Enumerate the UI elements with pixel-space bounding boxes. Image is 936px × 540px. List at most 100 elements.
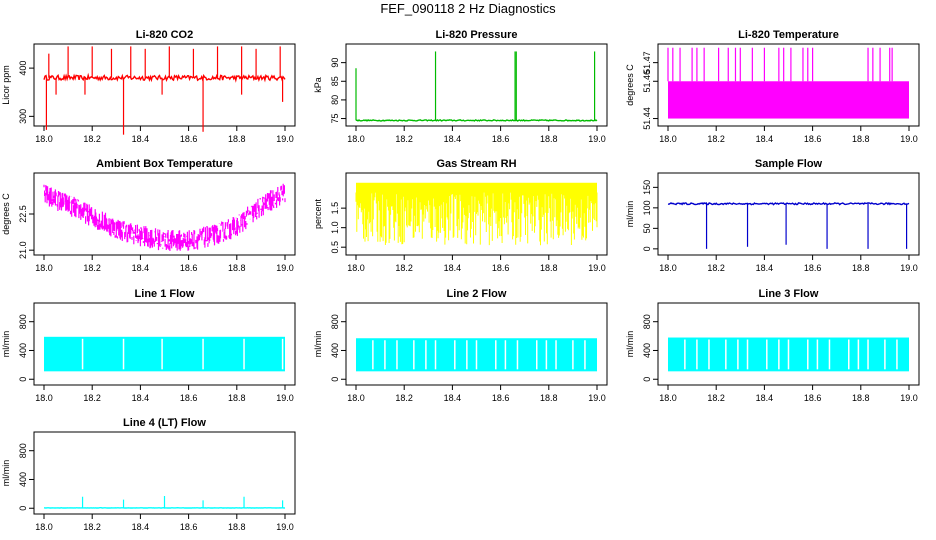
series-band [44, 336, 285, 372]
chart-panel-4: Ambient Box Temperature 18.0 18.2 18.4 18.6 1… [1, 158, 296, 273]
x-tick-label: 19.0 [900, 134, 918, 144]
x-tick-label: 18.4 [444, 263, 462, 273]
x-tick-label: 18.4 [132, 393, 150, 403]
x-tick-label: 18.8 [228, 134, 246, 144]
chart-panel-9: Line 3 Flow 18.0 18.2 18.4 18.6 18.8 19.0 0 400 8… [625, 288, 920, 403]
x-tick-label: 18.0 [347, 393, 365, 403]
x-tick-label: 18.4 [444, 393, 462, 403]
chart-title: Line 1 Flow [135, 288, 195, 300]
y-tick-label: 400 [18, 343, 28, 358]
x-tick-label: 18.2 [83, 134, 101, 144]
y-tick-label: 0.5 [330, 241, 340, 254]
x-tick-label: 19.0 [900, 263, 918, 273]
chart-title: Li-820 Temperature [738, 29, 839, 41]
x-tick-label: 19.0 [276, 522, 294, 532]
page-title: FEF_090118 2 Hz Diagnostics [380, 1, 556, 16]
x-tick-label: 18.0 [35, 134, 53, 144]
y-tick-label: 1.5 [330, 202, 340, 215]
y-tick-label: 400 [330, 343, 340, 358]
x-tick-label: 18.6 [492, 134, 510, 144]
y-tick-label: 0 [642, 377, 652, 382]
x-tick-label: 18.4 [444, 134, 462, 144]
x-tick-label: 18.4 [132, 522, 150, 532]
x-tick-label: 18.2 [83, 522, 101, 532]
y-tick-label: 800 [642, 314, 652, 329]
x-tick-label: 18.0 [347, 263, 365, 273]
x-tick-label: 18.0 [35, 522, 53, 532]
plot-frame [345, 172, 608, 256]
x-tick-label: 18.2 [707, 393, 725, 403]
x-tick-label: 18.6 [804, 393, 822, 403]
y-tick-label: 75 [330, 114, 340, 124]
plot-frame [657, 172, 920, 256]
chart-title: Line 3 Flow [759, 288, 819, 300]
y-tick-label: 800 [18, 314, 28, 329]
x-tick-label: 18.2 [83, 393, 101, 403]
y-tick-label: 1.0 [330, 221, 340, 234]
y-tick-label: 0 [642, 246, 652, 251]
y-tick-label: 400 [18, 472, 28, 487]
plot-frame [33, 43, 296, 127]
y-tick-label: 100 [642, 200, 652, 215]
x-tick-label: 18.6 [804, 263, 822, 273]
x-tick-label: 18.2 [83, 263, 101, 273]
x-tick-label: 18.8 [852, 393, 870, 403]
x-tick-label: 18.2 [395, 263, 413, 273]
x-tick-label: 18.8 [228, 393, 246, 403]
series-band [356, 182, 597, 193]
plot-frame [33, 431, 296, 515]
y-axis-label: ml/min [625, 201, 635, 228]
chart-title: Li-820 Pressure [436, 29, 518, 41]
x-tick-label: 18.0 [659, 393, 677, 403]
x-tick-label: 19.0 [588, 263, 606, 273]
chart-title: Line 4 (LT) Flow [123, 417, 206, 429]
x-tick-label: 18.8 [852, 263, 870, 273]
x-tick-label: 18.8 [540, 263, 558, 273]
y-axis-label: Licor ppm [1, 65, 11, 105]
chart-panel-5: Gas Stream RH 18.0 18.2 18.4 18.6 18.8 19.0 0.5… [313, 158, 608, 273]
chart-panel-1: Li-820 CO2 18.0 18.2 18.4 18.6 18.8 19.0 300 400… [1, 29, 296, 144]
x-tick-label: 18.6 [804, 134, 822, 144]
plot-frame [33, 302, 296, 386]
x-tick-label: 18.6 [492, 393, 510, 403]
y-tick-label: 0 [330, 377, 340, 382]
y-axis-label: ml/min [1, 331, 11, 358]
series-line [667, 201, 910, 206]
x-tick-label: 18.6 [180, 263, 198, 273]
y-tick-label: 51.44 [642, 107, 652, 130]
x-tick-label: 18.4 [756, 134, 774, 144]
series-line [355, 118, 598, 122]
y-tick-label: 150 [642, 180, 652, 195]
x-tick-label: 18.4 [756, 393, 774, 403]
chart-panel-10: Line 4 (LT) Flow 18.0 18.2 18.4 18.6 18.8 19.0… [1, 417, 296, 532]
y-axis-label: ml/min [313, 331, 323, 358]
x-tick-label: 18.6 [180, 522, 198, 532]
x-tick-label: 18.2 [395, 393, 413, 403]
y-tick-label: 800 [330, 314, 340, 329]
x-tick-label: 18.4 [756, 263, 774, 273]
x-tick-label: 19.0 [900, 393, 918, 403]
x-tick-label: 18.8 [852, 134, 870, 144]
y-tick-label: 80 [330, 95, 340, 105]
y-tick-label: 90 [330, 58, 340, 68]
x-tick-label: 18.8 [540, 134, 558, 144]
plot-frame [345, 43, 608, 127]
y-tick-label: 0 [18, 377, 28, 382]
x-tick-label: 19.0 [588, 393, 606, 403]
x-tick-label: 19.0 [276, 393, 294, 403]
x-tick-label: 18.8 [540, 393, 558, 403]
x-tick-label: 18.4 [132, 134, 150, 144]
y-axis-label: kPa [313, 77, 323, 93]
y-tick-label: 21.0 [18, 241, 28, 259]
y-axis-label: degrees C [625, 64, 635, 106]
chart-title: Sample Flow [755, 158, 823, 170]
y-axis-label: ml/min [1, 460, 11, 487]
y-tick-label: 800 [18, 443, 28, 458]
series-line [43, 183, 286, 251]
y-axis-label: percent [313, 198, 323, 229]
x-tick-label: 19.0 [276, 263, 294, 273]
chart-panel-2: Li-820 Pressure 18.0 18.2 18.4 18.6 18.8 19.0 7… [313, 29, 608, 144]
x-tick-label: 18.6 [492, 263, 510, 273]
x-tick-label: 19.0 [276, 134, 294, 144]
